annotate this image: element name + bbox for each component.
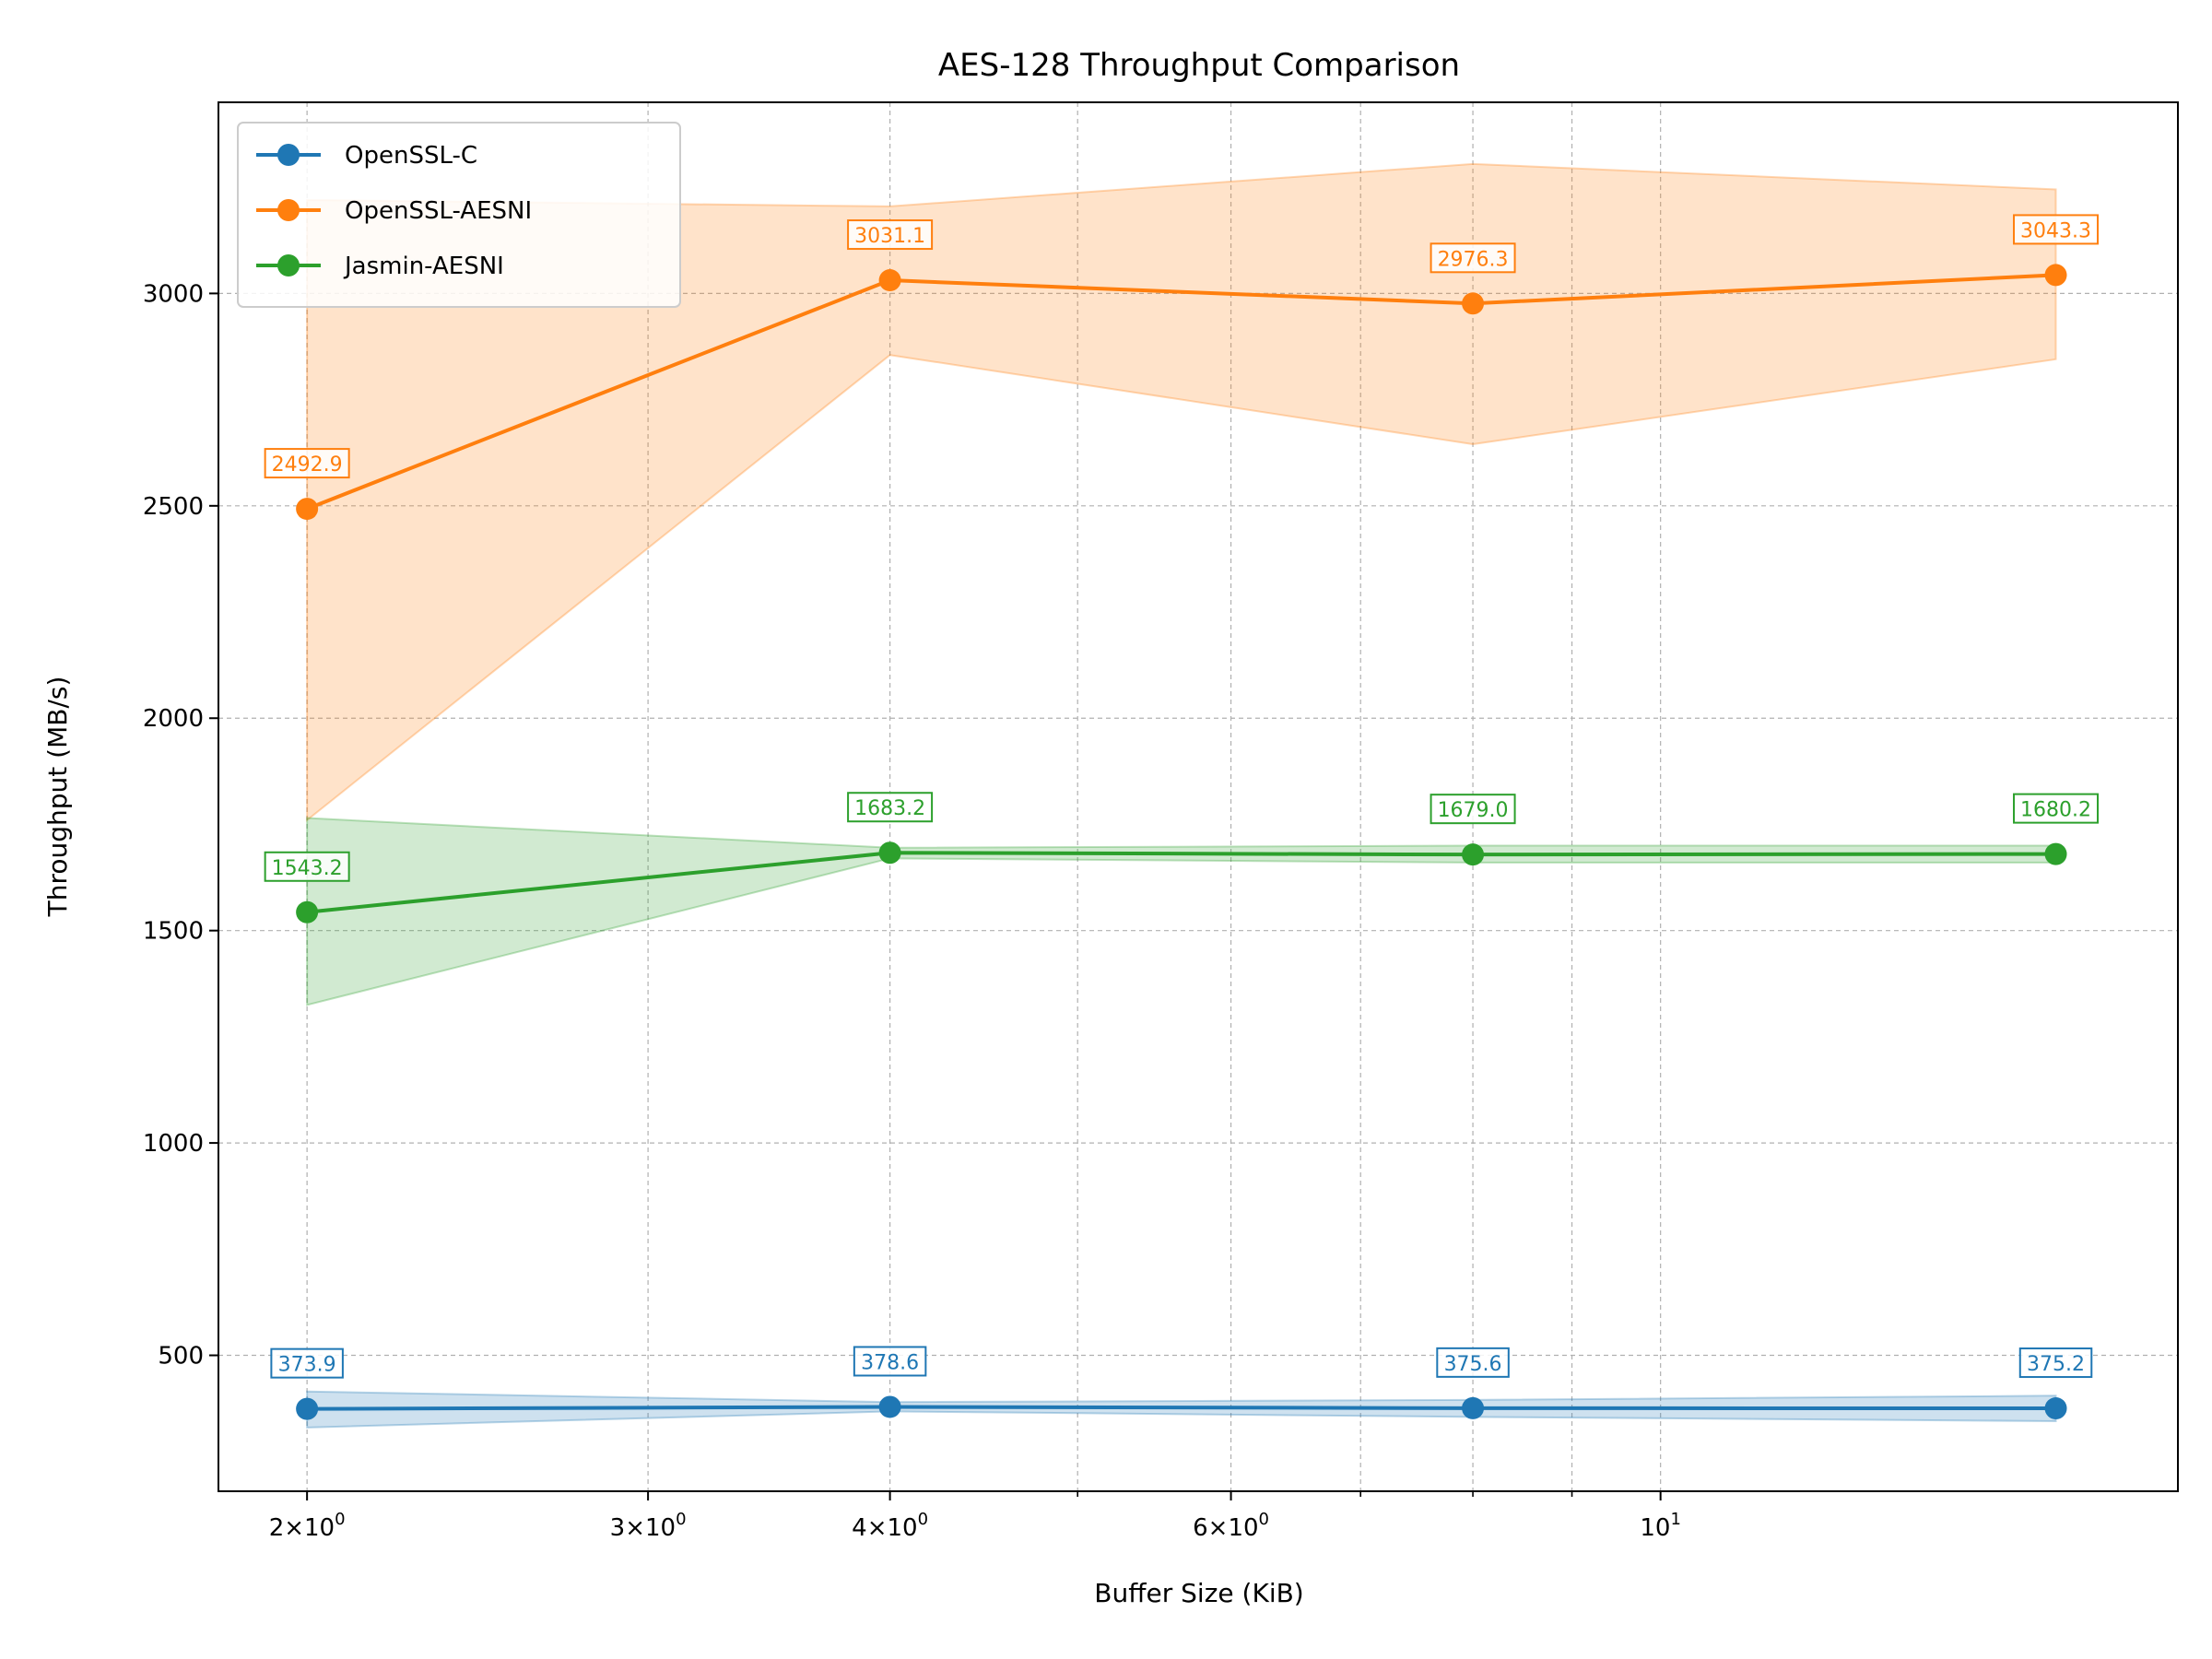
legend-openssl-aesni-marker	[277, 199, 300, 221]
openssl-aesni-label-box	[1430, 242, 1516, 274]
x-tick-label: 6×100	[1193, 1510, 1269, 1542]
legend-box	[237, 122, 681, 308]
openssl-aesni-label-box	[264, 448, 350, 479]
openssl-aesni-label-box	[2013, 214, 2100, 245]
openssl-aesni-point	[2044, 264, 2067, 287]
jasmin-aesni-point	[1462, 843, 1485, 866]
y-tick-label: 2500	[143, 493, 204, 521]
legend-jasmin-aesni-marker	[277, 254, 300, 276]
openssl-c-label-box	[853, 1346, 927, 1377]
legend-openssl-c-label: OpenSSL-C	[345, 142, 477, 170]
openssl-c-point	[296, 1397, 319, 1420]
plot-frame	[218, 101, 2179, 1492]
openssl-c-label-box	[2018, 1347, 2093, 1379]
jasmin-aesni-label-box	[264, 851, 350, 882]
openssl-aesni-data-label: 3031.1	[854, 225, 925, 248]
jasmin-aesni-label-box	[1430, 794, 1516, 825]
y-axis-label: Throughput (MB/s)	[42, 677, 73, 918]
openssl-aesni-line	[306, 273, 2056, 511]
openssl-aesni-point	[878, 269, 901, 292]
openssl-aesni-band	[306, 162, 2057, 822]
jasmin-aesni-data-label: 1543.2	[272, 857, 343, 880]
openssl-aesni-data-label: 2492.9	[272, 453, 343, 477]
legend-jasmin-aesni-label: Jasmin-AESNI	[343, 253, 504, 280]
jasmin-aesni-point	[296, 900, 319, 924]
openssl-c-data-label: 373.9	[278, 1354, 336, 1377]
jasmin-aesni-label-box	[2013, 793, 2100, 824]
jasmin-aesni-line	[306, 851, 2056, 914]
x-tick-label: 3×100	[610, 1510, 687, 1542]
openssl-c-point	[1462, 1396, 1485, 1419]
openssl-c-point	[878, 1395, 901, 1418]
series-lines	[306, 273, 2056, 1411]
y-tick-label: 3000	[143, 280, 204, 308]
y-tick-label: 1500	[143, 918, 204, 946]
openssl-c-band	[306, 1390, 2057, 1429]
grid-lines	[218, 102, 2178, 1491]
x-tick-label: 2×100	[269, 1510, 346, 1542]
legend: OpenSSL-C OpenSSL-AESNI Jasmin-AESNI	[237, 122, 681, 308]
openssl-c-point	[2044, 1397, 2067, 1420]
openssl-c-data-label: 378.6	[861, 1351, 919, 1374]
y-axis-ticks: 500 1000 1500 2000 2500 3000	[143, 280, 218, 1371]
data-labels: 373.9 378.6 375.6 375.2 2492.9 3031.1 2976.3 30…	[264, 214, 2100, 1379]
openssl-aesni-label-box	[847, 219, 934, 251]
openssl-c-label-box	[270, 1347, 344, 1379]
openssl-c-data-label: 375.6	[1444, 1353, 1502, 1376]
x-tick-label: 101	[1640, 1510, 1681, 1542]
confidence-bands	[306, 162, 2057, 1429]
jasmin-aesni-data-label: 1680.2	[2020, 799, 2091, 822]
jasmin-aesni-point	[878, 841, 901, 865]
chart-title: AES-128 Throughput Comparison	[938, 47, 1460, 84]
openssl-c-line	[307, 1405, 2056, 1411]
legend-openssl-aesni-label: OpenSSL-AESNI	[345, 197, 532, 225]
openssl-aesni-point	[1462, 292, 1485, 315]
openssl-aesni-data-label: 2976.3	[1438, 248, 1509, 271]
openssl-aesni-data-label: 3043.3	[2020, 219, 2091, 242]
openssl-c-data-label: 375.2	[2027, 1353, 2085, 1376]
y-tick-label: 2000	[143, 705, 204, 733]
jasmin-aesni-data-label: 1679.0	[1438, 799, 1509, 822]
x-axis-ticks: 2×100 3×100 4×100 6×100 101	[269, 1491, 1681, 1542]
openssl-aesni-point	[296, 498, 319, 521]
jasmin-aesni-label-box	[847, 792, 934, 823]
jasmin-aesni-point	[2044, 842, 2067, 865]
y-tick-label: 1000	[143, 1130, 204, 1158]
legend-openssl-c-marker	[277, 144, 300, 166]
jasmin-aesni-data-label: 1683.2	[854, 797, 925, 820]
series-points	[296, 264, 2067, 1420]
y-tick-label: 500	[158, 1343, 204, 1371]
openssl-c-label-box	[1436, 1347, 1510, 1378]
x-tick-label: 4×100	[852, 1510, 928, 1542]
x-axis-label: Buffer Size (KiB)	[1094, 1578, 1303, 1608]
